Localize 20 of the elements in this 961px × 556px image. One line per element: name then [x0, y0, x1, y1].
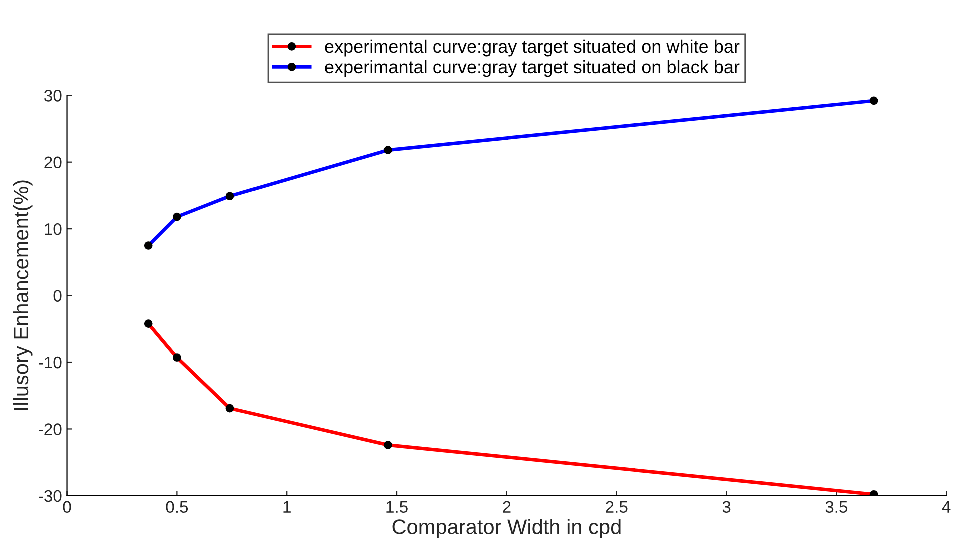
y-tick-label: -30 — [39, 490, 62, 502]
legend-label: experimantal curve:gray target situated on black bar — [325, 60, 740, 78]
y-tick-label: 10 — [45, 223, 62, 236]
x-tick-label: 0.5 — [166, 501, 188, 514]
y-tick-label: 0 — [54, 290, 62, 302]
x-tick-label: 0 — [63, 501, 72, 514]
x-tick-label: 3 — [722, 501, 731, 514]
x-axis-title: Comparator Width in cpd — [392, 519, 621, 539]
legend-label: experimental curve:gray target situated on white bar — [325, 40, 740, 57]
x-tick-label: 2 — [503, 501, 511, 513]
x-tick-label: 2.5 — [606, 501, 628, 514]
x-tick-label: 3.5 — [826, 501, 848, 514]
x-tick-label: 4 — [942, 501, 951, 513]
x-tick-label: 1.5 — [386, 501, 408, 514]
y-axis-title: Illusory Enhancement(%) — [13, 180, 33, 410]
y-tick-label: -10 — [39, 356, 62, 369]
y-tick-label: 20 — [44, 156, 62, 169]
y-tick-label: -20 — [39, 424, 62, 436]
y-tick-label: 30 — [44, 90, 62, 102]
x-tick-label: 1 — [284, 501, 291, 513]
